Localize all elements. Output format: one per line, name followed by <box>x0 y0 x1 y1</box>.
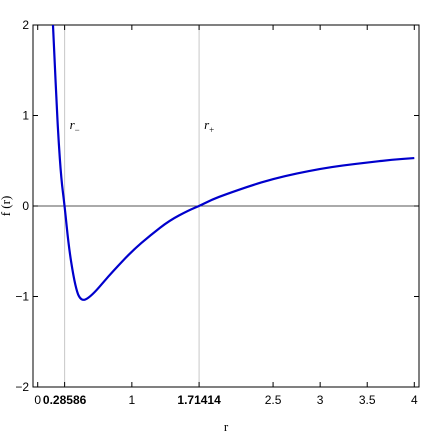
x-tick-label-7: 4 <box>411 393 418 407</box>
x-tick-label-6: 3.5 <box>359 393 376 407</box>
x-tick-label-1: 0.28586 <box>43 393 87 407</box>
x-tick-label-0: 0 <box>34 393 41 407</box>
y-axis-title: f (r) <box>0 196 13 217</box>
y-tick-label-4: 2 <box>22 18 29 32</box>
x-tick-label-3: 1.71414 <box>177 393 221 407</box>
x-tick-label-4: 2.5 <box>265 393 282 407</box>
x-tick-label-2: 1 <box>129 393 136 407</box>
annotation-0: r− <box>70 117 80 135</box>
annotation-1: r+ <box>204 117 214 135</box>
y-tick-label-1: −1 <box>15 290 29 304</box>
y-tick-label-0: −2 <box>15 380 29 394</box>
x-axis-title: r <box>224 419 229 434</box>
series-line-0 <box>51 25 415 301</box>
y-tick-label-3: 1 <box>22 109 29 123</box>
y-tick-label-2: 0 <box>22 199 29 213</box>
x-tick-label-5: 3 <box>317 393 324 407</box>
